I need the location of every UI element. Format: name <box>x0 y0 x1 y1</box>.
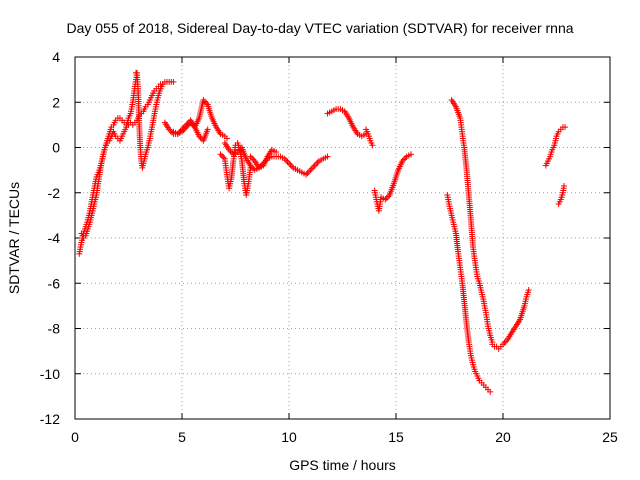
data-point <box>159 81 166 88</box>
grid <box>75 57 610 419</box>
y-axis-label: SDTVAR / TECUs <box>6 181 22 295</box>
data-point <box>324 153 331 160</box>
chart-title: Day 055 of 2018, Sidereal Day-to-day VTE… <box>66 20 574 36</box>
data-point <box>287 161 294 168</box>
data-point <box>383 195 390 202</box>
x-tick-label: 25 <box>602 429 618 445</box>
y-tick-label: 4 <box>52 49 60 65</box>
data-point <box>313 161 320 168</box>
data-point <box>311 162 318 169</box>
data-point <box>284 158 291 165</box>
y-tick-label: -10 <box>40 366 60 382</box>
data-point <box>402 155 409 162</box>
y-tick-label: -2 <box>48 185 61 201</box>
x-tick-label: 5 <box>178 429 186 445</box>
data-point <box>560 182 567 189</box>
y-tick-label: -8 <box>48 321 61 337</box>
data-point <box>169 129 176 136</box>
data-point <box>288 163 295 170</box>
data-point <box>170 78 177 85</box>
data-point <box>236 147 243 154</box>
data-point <box>217 151 224 158</box>
data-point <box>307 167 314 174</box>
data-point <box>273 149 280 156</box>
data-point <box>487 388 494 395</box>
data-point <box>223 135 230 142</box>
data-point <box>314 159 321 166</box>
data-point <box>308 165 315 172</box>
y-tick-label: -6 <box>48 275 61 291</box>
x-tick-label: 10 <box>281 429 297 445</box>
data-point <box>310 164 317 171</box>
data-points <box>76 69 569 395</box>
y-tick-label: -4 <box>48 230 61 246</box>
data-point <box>369 142 376 149</box>
data-point <box>304 170 311 177</box>
data-point <box>562 124 569 131</box>
data-point <box>286 160 292 167</box>
data-point <box>407 151 414 158</box>
data-point <box>218 152 225 159</box>
data-point <box>204 126 211 133</box>
x-axis-label: GPS time / hours <box>289 457 396 473</box>
x-tick-label: 20 <box>495 429 511 445</box>
x-tick-label: 0 <box>71 429 79 445</box>
data-point <box>283 157 290 164</box>
x-tick-label: 15 <box>388 429 404 445</box>
y-tick-label: 2 <box>52 94 60 110</box>
y-tick-label: 0 <box>52 140 60 156</box>
data-point <box>525 287 532 294</box>
axes <box>74 56 611 420</box>
y-tick-label: -12 <box>40 411 60 427</box>
data-point <box>501 339 508 346</box>
